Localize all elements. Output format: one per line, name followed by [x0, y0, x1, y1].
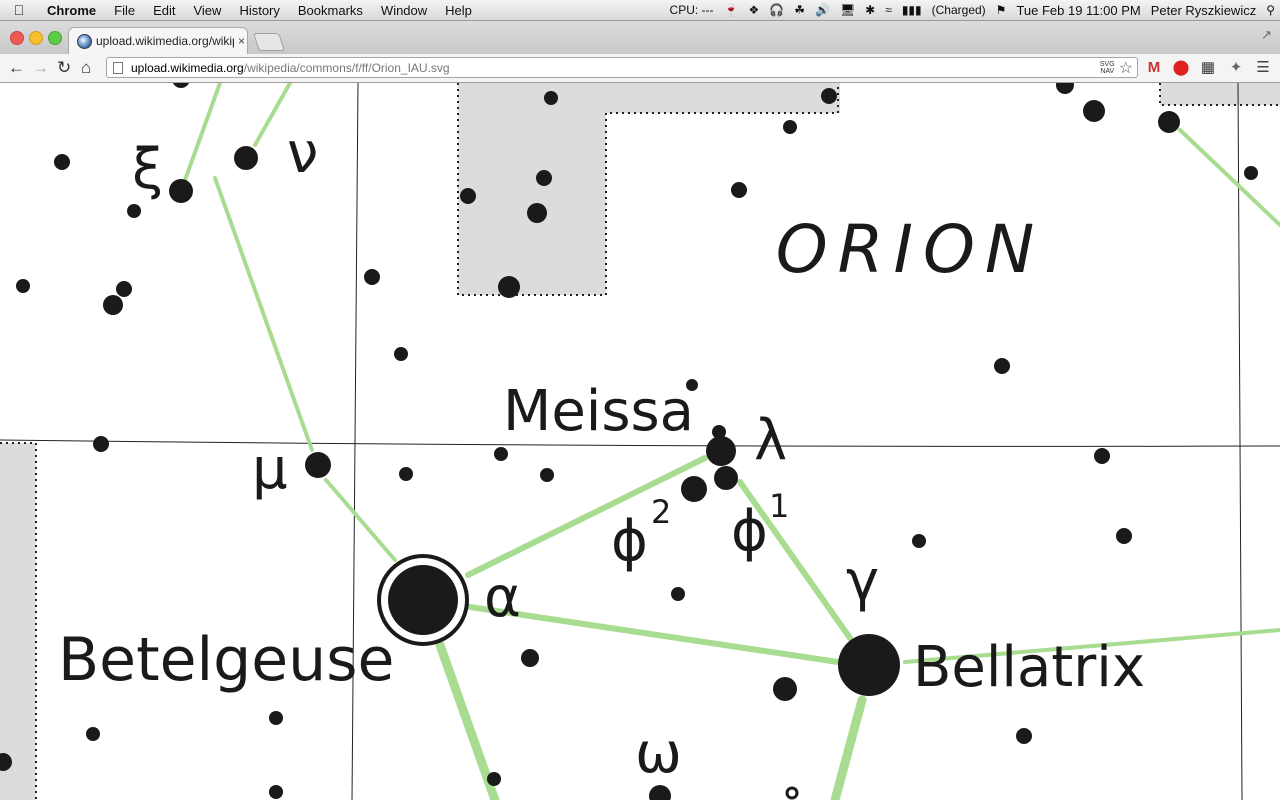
constellation-name-label: ORION [776, 211, 1045, 288]
cpu-status[interactable]: CPU: --- [669, 3, 714, 17]
star-field [0, 83, 1258, 800]
menu-help[interactable]: Help [445, 2, 472, 18]
boundary-shade-4 [0, 443, 36, 800]
omega-label: ω [635, 721, 682, 786]
nu-label: ν [287, 121, 318, 186]
browser-tab[interactable]: upload.wikimedia.org/wikipe × [68, 27, 248, 54]
bellatrix-star [838, 634, 900, 696]
menu-view[interactable]: View [193, 2, 222, 18]
browser-toolbar: ← → ↻ ⌂ upload.wikimedia.org/wikipedia/c… [0, 54, 1280, 83]
menu-window[interactable]: Window [380, 2, 428, 18]
tab-close-icon[interactable]: × [238, 34, 246, 48]
boundary-shade-1 [458, 83, 606, 295]
page-content: ORION Meissa Betelgeuse Bellatrix ξ ν μ … [0, 83, 1280, 800]
menu-edit[interactable]: Edit [153, 2, 176, 18]
forward-arrow-icon[interactable]: → [32, 58, 49, 77]
gmail-extension-icon[interactable]: M [1147, 59, 1161, 76]
phi1-label: ϕ [731, 499, 768, 564]
menu-bookmarks[interactable]: Bookmarks [297, 2, 363, 18]
url-path: /wikipedia/commons/f/ff/Orion_IAU.svg [243, 60, 450, 75]
volume-icon[interactable]: 🔊 [814, 3, 830, 17]
bluetooth-icon[interactable]: ✱ [865, 3, 876, 17]
battery-icon[interactable]: ▮▮▮ [901, 3, 922, 17]
gamma-label: γ [846, 549, 879, 614]
flag-icon[interactable]: ⚑ [995, 3, 1007, 17]
window-zoom-button[interactable] [48, 31, 62, 45]
tab-title: upload.wikimedia.org/wikipe [96, 34, 234, 48]
clock[interactable]: Tue Feb 19 11:00 PM [1016, 2, 1141, 18]
headphones-icon[interactable]: 🎧 [769, 3, 785, 17]
orion-star-chart: ORION Meissa Betelgeuse Bellatrix ξ ν μ … [0, 83, 1280, 800]
home-icon[interactable]: ⌂ [81, 58, 92, 77]
new-tab-button[interactable] [253, 33, 285, 51]
adblock-extension-icon[interactable]: ⬤ [1172, 59, 1190, 76]
dropbox-icon[interactable]: ❖ [748, 3, 760, 17]
window-close-button[interactable] [10, 31, 24, 45]
phi2-label: ϕ [611, 509, 648, 574]
boundary-shade-2 [600, 83, 840, 113]
grid-extension-icon[interactable]: ▦ [1200, 59, 1216, 76]
grid-line-ra-1 [351, 83, 359, 800]
window-minimize-button[interactable] [29, 31, 43, 45]
mu-label: μ [252, 437, 288, 502]
display-icon[interactable]: 🖥 [839, 3, 856, 17]
boundary-shade-3 [1160, 83, 1280, 105]
tab-strip: upload.wikimedia.org/wikipe × ↗ [0, 21, 1280, 54]
menu-app-name[interactable]: Chrome [47, 2, 97, 18]
user-name[interactable]: Peter Ryszkiewicz [1150, 2, 1257, 18]
address-bar[interactable]: upload.wikimedia.org/wikipedia/commons/f… [106, 57, 1138, 78]
reload-icon[interactable]: ↻ [57, 58, 72, 77]
xi-label: ξ [132, 137, 163, 202]
constellation-boundary-3 [0, 442, 37, 800]
phi2-superscript: 2 [651, 493, 671, 531]
back-arrow-icon[interactable]: ← [8, 58, 25, 77]
puzzle-extension-icon[interactable]: ✦ [1229, 59, 1243, 76]
svg-nav-icon[interactable]: SVG NAV [1099, 60, 1115, 75]
wine-icon[interactable]: 🍷 [723, 3, 739, 17]
menu-bar:  Chrome File Edit View History Bookmark… [0, 0, 1280, 21]
chrome-menu-icon[interactable]: ☰ [1256, 59, 1270, 76]
menu-file[interactable]: File [114, 2, 136, 18]
wifi-icon[interactable]: ≈ [885, 3, 892, 17]
betelgeuse-label: Betelgeuse [58, 625, 394, 695]
evernote-icon[interactable]: ☘ [794, 3, 805, 17]
constellation-boundary-2 [1159, 83, 1280, 106]
phi1-superscript: 1 [769, 487, 789, 525]
grid-line-dec [0, 439, 1280, 447]
fullscreen-icon[interactable]: ↗ [1261, 27, 1272, 42]
meissa-label: Meissa [503, 379, 694, 444]
spotlight-search-icon[interactable]: ⚲ [1266, 3, 1275, 17]
battery-status[interactable]: (Charged) [931, 3, 986, 17]
constellation-lines [183, 83, 1280, 800]
bellatrix-label: Bellatrix [913, 635, 1145, 700]
constellation-boundary-1 [457, 83, 839, 296]
menu-history[interactable]: History [239, 2, 280, 18]
url-host: upload.wikimedia.org [131, 60, 244, 75]
variable-star [785, 786, 799, 800]
lambda-label: λ [754, 408, 787, 473]
alpha-label: α [484, 565, 521, 630]
bookmark-star-icon[interactable]: ☆ [1118, 59, 1133, 77]
betelgeuse-star-core [388, 565, 458, 635]
grid-line-ra-2 [1237, 83, 1243, 800]
page-icon [113, 61, 123, 74]
wikimedia-favicon-icon [77, 33, 92, 49]
apple-menu-icon[interactable]:  [0, 2, 38, 18]
